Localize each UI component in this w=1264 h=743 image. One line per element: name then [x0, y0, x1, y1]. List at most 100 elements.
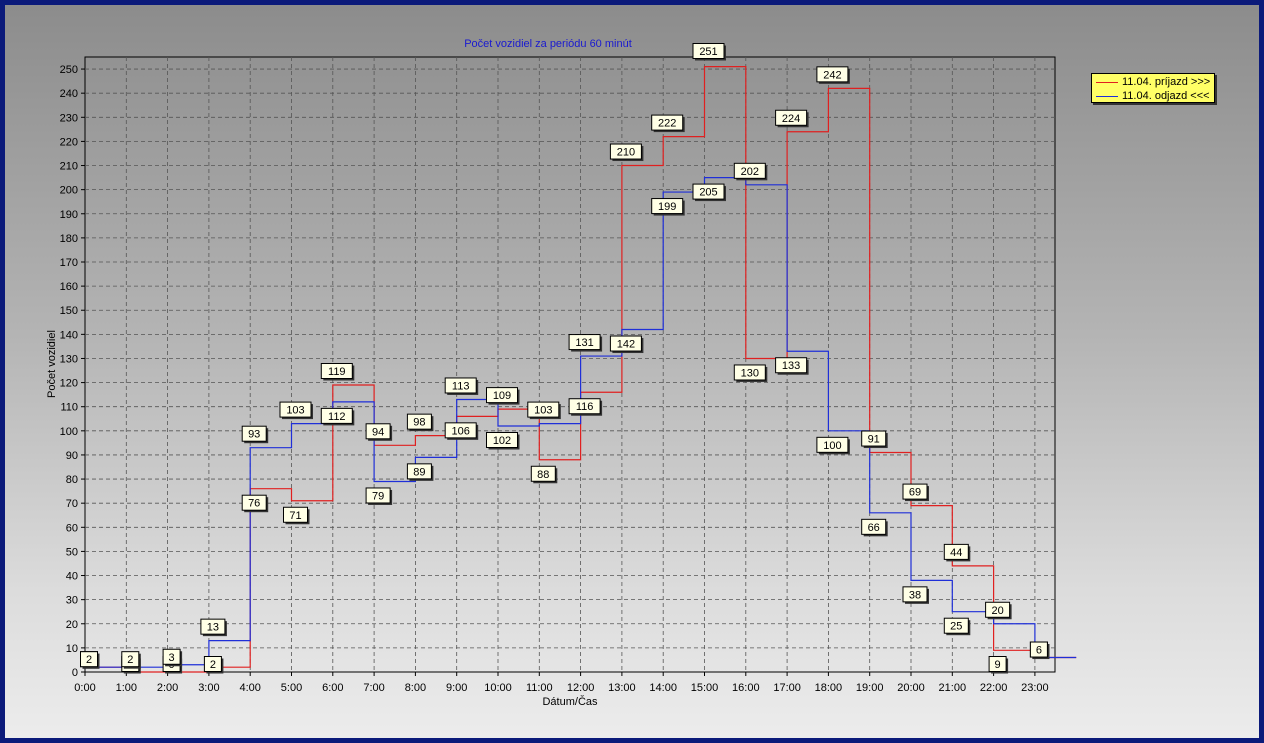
data-label-departures: 113 — [444, 377, 479, 395]
data-label-departures: 103 — [527, 401, 561, 420]
data-label-departures: 103 — [279, 401, 313, 420]
series-line-departures — [85, 176, 1077, 668]
data-label-box — [861, 430, 887, 447]
x-tick-label: 18:00 — [815, 682, 843, 694]
y-tick-labels: 0 10 20 30 40 50 60 70 80 90 100 110 120 130 140 150 160… — [60, 64, 78, 679]
data-label-box — [486, 387, 518, 404]
data-label-box — [692, 183, 725, 200]
data-label-box — [320, 407, 353, 424]
y-tick-label: 70 — [66, 498, 78, 510]
data-label-arrivals: 94 — [365, 423, 393, 441]
y-tick-label: 220 — [60, 136, 78, 148]
data-label-text: 100 — [823, 440, 841, 452]
data-label-departures: 3 — [162, 648, 183, 667]
data-label-text: 94 — [372, 426, 384, 438]
data-label-arrivals: 222 — [651, 114, 685, 133]
x-tick-label: 14:00 — [649, 682, 677, 694]
data-label-box — [733, 162, 766, 179]
data-label-departures: 20 — [985, 601, 1012, 620]
x-tick-label: 12:00 — [567, 682, 595, 694]
x-tick-label: 11:00 — [526, 682, 553, 694]
data-label-text: 9 — [995, 659, 1001, 671]
x-tick-label: 7:00 — [363, 682, 384, 694]
data-label-box — [406, 413, 432, 430]
y-tick-label: 40 — [66, 571, 78, 583]
data-label-text: 242 — [823, 69, 841, 81]
y-tick-label: 110 — [60, 402, 78, 414]
data-label-box — [365, 487, 391, 504]
data-label-arrivals: 130 — [733, 364, 768, 382]
data-label-text: 222 — [658, 118, 676, 130]
legend-swatch-departures — [1096, 95, 1118, 97]
y-tick-label: 190 — [60, 209, 78, 221]
data-label-text: 116 — [576, 401, 594, 413]
data-label-box — [365, 423, 391, 440]
data-label-text: 44 — [950, 547, 962, 559]
x-tick-label: 17:00 — [773, 682, 801, 694]
x-tick-label: 6:00 — [322, 682, 343, 694]
plot-area — [84, 56, 1056, 673]
data-label-text: 88 — [537, 469, 549, 481]
data-label-text: 3 — [169, 652, 175, 664]
data-label-text: 106 — [452, 425, 470, 437]
data-label-box — [444, 377, 477, 394]
data-label-box — [902, 586, 928, 603]
data-label-text: 71 — [289, 510, 301, 522]
x-tick-label: 22:00 — [980, 682, 1008, 694]
x-tick-label: 0:00 — [74, 682, 95, 694]
data-label-departures: 25 — [943, 617, 971, 636]
data-label-arrivals: 109 — [486, 387, 520, 405]
data-label-departures: 131 — [568, 334, 603, 352]
data-label-text: 130 — [741, 367, 759, 379]
data-label-departures: 38 — [902, 586, 929, 604]
data-label-departures: 93 — [241, 425, 269, 444]
data-label-box — [988, 656, 1007, 672]
data-label-text: 13 — [207, 622, 219, 634]
data-label-box — [80, 651, 98, 668]
y-tick-label: 160 — [60, 281, 78, 293]
x-tick-label: 2:00 — [157, 682, 178, 694]
data-label-text: 2 — [86, 654, 92, 666]
y-tick-label: 0 — [72, 667, 78, 679]
data-label-box — [816, 66, 849, 83]
y-tick-label: 50 — [66, 546, 78, 558]
data-label-departures: 142 — [609, 335, 644, 354]
data-label-arrivals: 76 — [241, 494, 269, 513]
data-label-departures: 2 — [121, 651, 141, 669]
data-label-text: 76 — [248, 498, 260, 510]
data-label-box — [568, 334, 601, 351]
data-label-text: 103 — [286, 405, 304, 417]
data-label-box — [651, 114, 684, 131]
y-tick-label: 60 — [66, 522, 78, 534]
data-label-box — [609, 335, 642, 352]
data-label-text: 133 — [782, 360, 800, 372]
data-label-box — [775, 357, 808, 374]
y-tick-label: 30 — [66, 595, 78, 607]
data-label-text: 205 — [699, 187, 717, 199]
data-label-box — [943, 617, 969, 634]
data-label-text: 20 — [991, 605, 1003, 617]
data-label-box — [568, 398, 601, 415]
data-label-arrivals: 106 — [444, 422, 479, 440]
data-label-arrivals: 242 — [816, 66, 850, 84]
data-label-text: 202 — [741, 166, 759, 178]
data-label-text: 112 — [328, 411, 346, 423]
data-label-arrivals: 44 — [943, 543, 971, 562]
legend-label-departures: 11.04. odjazd <<< — [1122, 90, 1210, 102]
y-tick-label: 180 — [60, 233, 78, 245]
data-label-arrivals: 71 — [283, 506, 310, 525]
data-label-text: 224 — [782, 113, 800, 125]
legend-swatch-arrivals — [1096, 81, 1118, 83]
x-tick-label: 5:00 — [281, 682, 302, 694]
data-label-box — [320, 363, 353, 379]
data-label-arrivals: 224 — [775, 109, 809, 128]
data-label-arrivals: 69 — [902, 483, 929, 502]
data-label-box — [816, 436, 849, 453]
data-label-box — [121, 651, 140, 668]
data-label-text: 38 — [909, 589, 921, 601]
x-tick-label: 3:00 — [198, 682, 219, 694]
data-label-text: 25 — [950, 621, 962, 633]
y-axis-title: Počet vozidiel — [46, 330, 58, 398]
y-tick-label: 170 — [60, 257, 78, 269]
